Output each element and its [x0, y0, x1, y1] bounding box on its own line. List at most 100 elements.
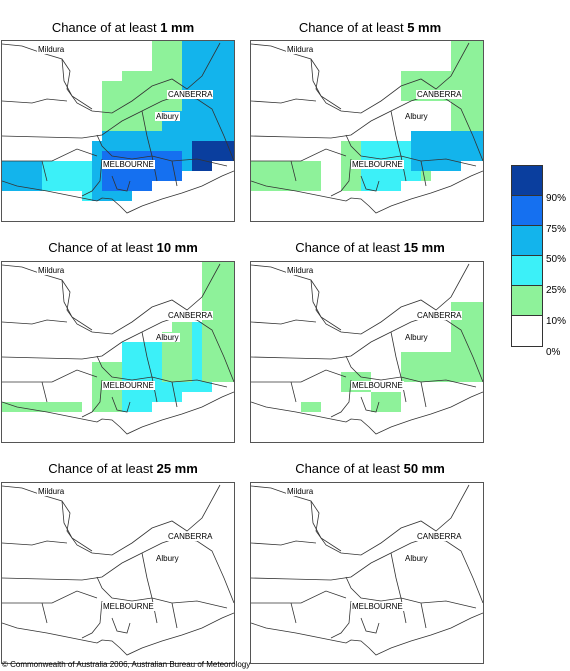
probability-cell: [62, 171, 72, 181]
probability-cell: [261, 161, 271, 171]
probability-cell: [451, 151, 461, 161]
probability-cell: [72, 402, 82, 412]
legend-swatch-0: [512, 316, 542, 346]
probability-cell: [132, 121, 142, 131]
probability-cell: [212, 312, 222, 322]
border-line: [61, 58, 93, 110]
probability-cell: [391, 151, 401, 161]
border-line: [171, 602, 178, 629]
probability-cell: [471, 71, 481, 81]
probability-cell: [222, 121, 232, 131]
probability-cell: [212, 272, 222, 282]
probability-cell: [401, 171, 411, 181]
probability-cell: [142, 141, 152, 151]
probability-cell: [192, 161, 202, 171]
probability-cell: [431, 161, 441, 171]
probability-cell: [481, 342, 483, 352]
probability-cell: [192, 51, 202, 61]
probability-cell: [192, 151, 202, 161]
probability-cell: [222, 332, 232, 342]
probability-cell: [162, 372, 172, 382]
probability-cell: [381, 392, 391, 402]
probability-cell: [212, 332, 222, 342]
border-line: [61, 500, 93, 552]
probability-cell: [471, 51, 481, 61]
border-line: [2, 540, 68, 546]
probability-cell: [351, 171, 361, 181]
city-label-albury: Albury: [404, 112, 429, 121]
probability-cell: [202, 151, 212, 161]
city-label-canberra: CANBERRA: [416, 532, 463, 541]
border-line: [345, 355, 477, 388]
probability-cell: [182, 342, 192, 352]
probability-cell: [202, 362, 212, 372]
probability-cell: [142, 392, 152, 402]
probability-cell: [232, 282, 234, 292]
probability-cell: [441, 141, 451, 151]
probability-cell: [152, 362, 162, 372]
probability-cell: [441, 362, 451, 372]
probability-cell: [431, 362, 441, 372]
probability-cell: [42, 171, 52, 181]
probability-cell: [62, 181, 72, 191]
border-line: [41, 160, 48, 182]
city-label-canberra: CANBERRA: [167, 90, 214, 99]
probability-cell: [92, 392, 102, 402]
border-line: [251, 590, 347, 604]
probability-cell: [401, 372, 411, 382]
probability-cell: [2, 181, 12, 191]
probability-cell: [481, 71, 483, 81]
probability-cell: [401, 161, 411, 171]
probability-cell: [142, 81, 152, 91]
probability-cell: [222, 352, 232, 362]
city-label-melbourne: MELBOURNE: [351, 160, 404, 169]
border-line: [81, 379, 103, 418]
probability-cell: [222, 262, 232, 272]
panel-title-25mm: Chance of at least 25 mm: [48, 461, 198, 476]
probability-cell: [222, 51, 232, 61]
probability-cell: [102, 181, 112, 191]
probability-cell: [152, 61, 162, 71]
probability-cell: [341, 161, 351, 171]
probability-cell: [142, 402, 152, 412]
probability-cell: [72, 161, 82, 171]
probability-cell: [162, 131, 172, 141]
border-line: [290, 602, 297, 624]
probability-cell: [401, 362, 411, 372]
probability-cell: [112, 362, 122, 372]
border-line: [61, 279, 93, 331]
probability-cell: [122, 352, 132, 362]
border-line: [330, 158, 352, 197]
probability-cell: [182, 141, 192, 151]
probability-cell: [62, 402, 72, 412]
probability-cell: [52, 171, 62, 181]
probability-cell: [232, 81, 234, 91]
probability-cell: [122, 121, 132, 131]
probability-cell: [102, 141, 112, 151]
border-line: [330, 379, 352, 418]
probability-cell: [271, 181, 281, 191]
probability-cell: [481, 121, 483, 131]
probability-cell: [461, 342, 471, 352]
probability-cell: [212, 91, 222, 101]
probability-cell: [461, 111, 471, 121]
probability-cell: [461, 372, 471, 382]
probability-cell: [401, 141, 411, 151]
legend-label-10: 10%: [546, 316, 567, 327]
border-line: [141, 331, 153, 378]
probability-cell: [212, 342, 222, 352]
probability-cell: [461, 362, 471, 372]
border-line: [251, 316, 483, 383]
probability-cell: [271, 171, 281, 181]
probability-cell: [172, 51, 182, 61]
probability-cell: [461, 61, 471, 71]
probability-cell: [162, 141, 172, 151]
probability-cell: [461, 121, 471, 131]
border-line: [2, 316, 234, 383]
probability-cell: [311, 181, 321, 191]
probability-cell: [42, 181, 52, 191]
probability-cell: [481, 141, 483, 151]
panel-title-10mm: Chance of at least 10 mm: [48, 240, 198, 255]
probability-cell: [172, 71, 182, 81]
border-line: [2, 590, 98, 604]
